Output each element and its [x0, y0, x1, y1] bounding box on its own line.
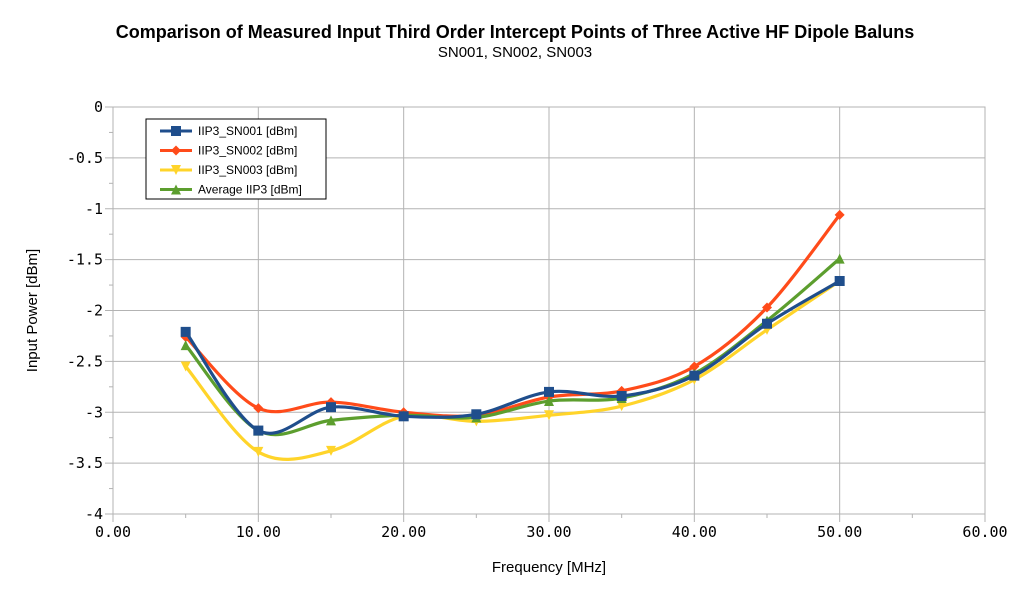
data-point-marker	[689, 370, 700, 381]
data-point-marker	[689, 361, 700, 372]
y-tick-label: -2	[85, 302, 103, 320]
data-point-marker	[544, 410, 554, 421]
data-point-marker	[762, 318, 772, 329]
data-point-marker	[616, 401, 627, 412]
y-tick-label: -4	[85, 505, 103, 523]
data-point-marker	[398, 411, 409, 422]
x-axis-label: Frequency [MHz]	[492, 559, 606, 576]
y-tick-label: -3	[85, 403, 103, 421]
legend-label: IIP3_SN002 [dBm]	[198, 144, 297, 158]
x-tick-label: 60.00	[962, 523, 1007, 541]
series-layer	[180, 209, 845, 461]
data-point-marker	[834, 253, 845, 264]
data-point-marker	[326, 402, 336, 413]
series-line	[184, 279, 841, 461]
data-point-marker	[616, 390, 627, 401]
tick-layer: 0 -0.5 -1 -1.5 -2 -2.5 -3 -3.5 -40.00 10.00 20.00 3…	[67, 98, 1008, 541]
legend-item: IIP3_SN003 [dBm]	[160, 163, 297, 177]
legend-swatch-marker	[171, 184, 181, 195]
y-tick-label: -1.5	[67, 251, 103, 269]
data-point-marker	[834, 275, 845, 286]
chart-subtitle: SN001, SN002, SN003	[437, 44, 593, 61]
data-point-marker	[762, 302, 772, 313]
data-point-marker	[544, 396, 554, 407]
legend-swatch-marker	[171, 165, 181, 175]
data-point-marker	[544, 386, 554, 397]
y-tick-label: 0	[94, 98, 103, 116]
data-point-marker	[180, 361, 191, 372]
series-line	[184, 213, 841, 418]
x-tick-label: 50.00	[817, 523, 862, 541]
legend-item: IIP3_SN002 [dBm]	[160, 144, 297, 158]
x-tick-label: 0.00	[95, 523, 131, 541]
y-axis-label: Input Power [dBm]	[24, 249, 41, 372]
data-point-marker	[253, 425, 264, 436]
legend: IIP3_SN001 [dBm] IIP3_SN002 [dBm] IIP3_SN0…	[145, 118, 327, 200]
y-tick-label: -3.5	[67, 454, 103, 472]
data-point-marker	[326, 445, 336, 456]
legend-label: Average IIP3 [dBm]	[198, 183, 302, 197]
series-1	[180, 275, 845, 436]
legend-item: Average IIP3 [dBm]	[160, 183, 302, 197]
data-point-marker	[253, 403, 264, 414]
data-point-marker	[180, 326, 191, 337]
y-tick-label: -2.5	[67, 352, 103, 370]
data-point-marker	[834, 209, 845, 220]
series-line	[184, 279, 841, 435]
legend-swatch-marker	[171, 145, 181, 156]
x-tick-label: 40.00	[672, 523, 717, 541]
data-point-marker	[471, 409, 482, 420]
x-tick-label: 20.00	[381, 523, 426, 541]
x-tick-label: 10.00	[236, 523, 281, 541]
chart-title: Comparison of Measured Input Third Order…	[115, 22, 915, 42]
data-point-marker	[180, 340, 191, 351]
data-point-marker	[326, 415, 336, 426]
legend-swatch-marker	[171, 126, 181, 136]
y-tick-label: -0.5	[67, 149, 103, 167]
legend-label: IIP3_SN001 [dBm]	[198, 124, 297, 138]
legend-item: IIP3_SN001 [dBm]	[160, 124, 297, 138]
y-tick-label: -1	[85, 200, 103, 218]
x-tick-label: 30.00	[526, 523, 571, 541]
series-2	[180, 209, 845, 421]
legend-label: IIP3_SN003 [dBm]	[198, 163, 297, 177]
data-point-marker	[253, 446, 264, 457]
